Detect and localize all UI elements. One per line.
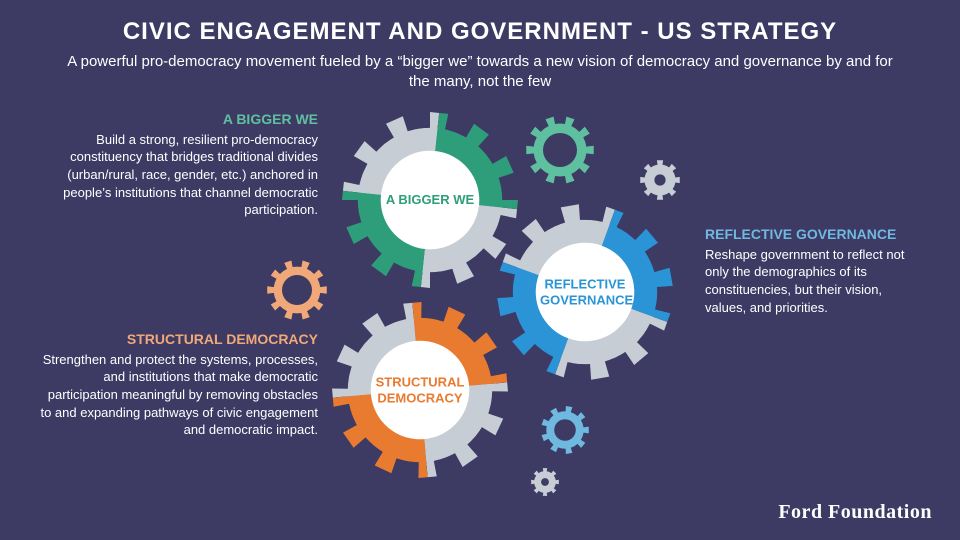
- footer-logo: Ford Foundation: [778, 501, 932, 524]
- page-title: CIVIC ENGAGEMENT AND GOVERNMENT - US STR…: [60, 18, 900, 46]
- gear-label-structural: STRUCTURAL DEMOCRACY: [375, 374, 465, 405]
- small-gear: [634, 154, 686, 206]
- side-text-body: Reshape government to reflect not only t…: [705, 246, 920, 316]
- side-text-title: A BIGGER WE: [58, 110, 318, 129]
- header: CIVIC ENGAGEMENT AND GOVERNMENT - US STR…: [0, 0, 960, 101]
- side-text-title: REFLECTIVE GOVERNANCE: [705, 225, 920, 244]
- gear-label-reflective: REFLECTIVE GOVERNANCE: [540, 276, 630, 307]
- gear-reflective: REFLECTIVE GOVERNANCE: [485, 192, 685, 392]
- side-text-1: REFLECTIVE GOVERNANCE Reshape government …: [705, 225, 920, 316]
- small-gear: [525, 462, 565, 502]
- side-text-title: STRUCTURAL DEMOCRACY: [40, 330, 318, 349]
- gear-bigger_we: A BIGGER WE: [330, 100, 530, 300]
- small-gear: [535, 400, 595, 460]
- page-subtitle: A powerful pro-democracy movement fueled…: [60, 52, 900, 93]
- gear-structural: STRUCTURAL DEMOCRACY: [320, 290, 520, 490]
- side-text-body: Strengthen and protect the systems, proc…: [40, 351, 318, 439]
- gear-label-bigger_we: A BIGGER WE: [385, 192, 475, 208]
- side-text-2: STRUCTURAL DEMOCRACY Strengthen and prote…: [40, 330, 318, 439]
- small-gear: [520, 110, 600, 190]
- small-gear: [261, 254, 333, 326]
- side-text-0: A BIGGER WE Build a strong, resilient pro…: [58, 110, 318, 219]
- side-text-body: Build a strong, resilient pro-democracy …: [58, 131, 318, 219]
